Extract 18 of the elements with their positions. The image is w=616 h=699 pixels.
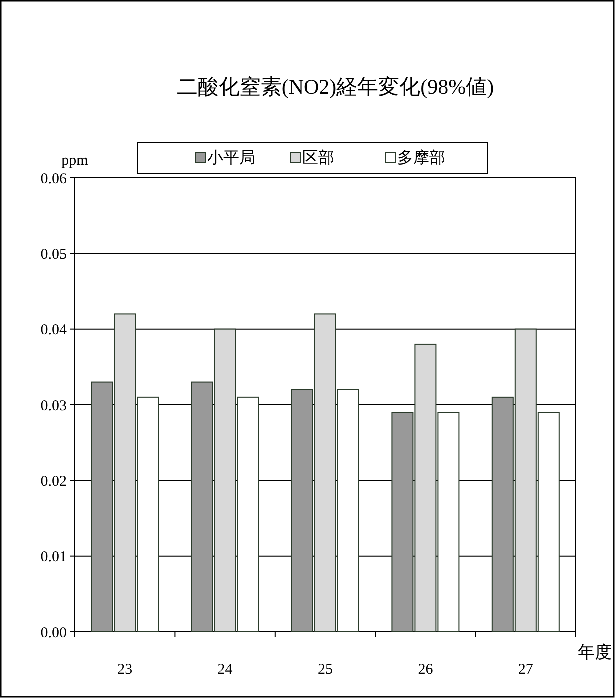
x-axis-title: 年度 (578, 643, 612, 662)
y-tick-label: 0.02 (40, 474, 67, 490)
x-tick-label: 24 (218, 662, 234, 678)
x-tick-label: 26 (418, 662, 434, 678)
x-tick-label: 27 (518, 662, 534, 678)
chart-title: 二酸化窒素(NO2)経年変化(98%値) (176, 75, 494, 99)
y-tick-label: 0.05 (40, 246, 67, 263)
y-tick-label: 0.04 (40, 322, 68, 339)
legend-label: 多摩部 (398, 149, 446, 167)
y-tick-label: 0.01 (40, 550, 67, 566)
x-tick-label: 23 (118, 662, 133, 678)
y-tick-label: 0.03 (40, 398, 67, 414)
legend-label: 小平局 (208, 149, 256, 167)
y-axis-title: ppm (62, 153, 89, 169)
y-tick-label: 0.00 (40, 625, 67, 642)
legend-label: 区部 (302, 149, 334, 167)
x-tick-label: 25 (318, 662, 333, 678)
y-tick-label: 0.06 (40, 171, 68, 188)
